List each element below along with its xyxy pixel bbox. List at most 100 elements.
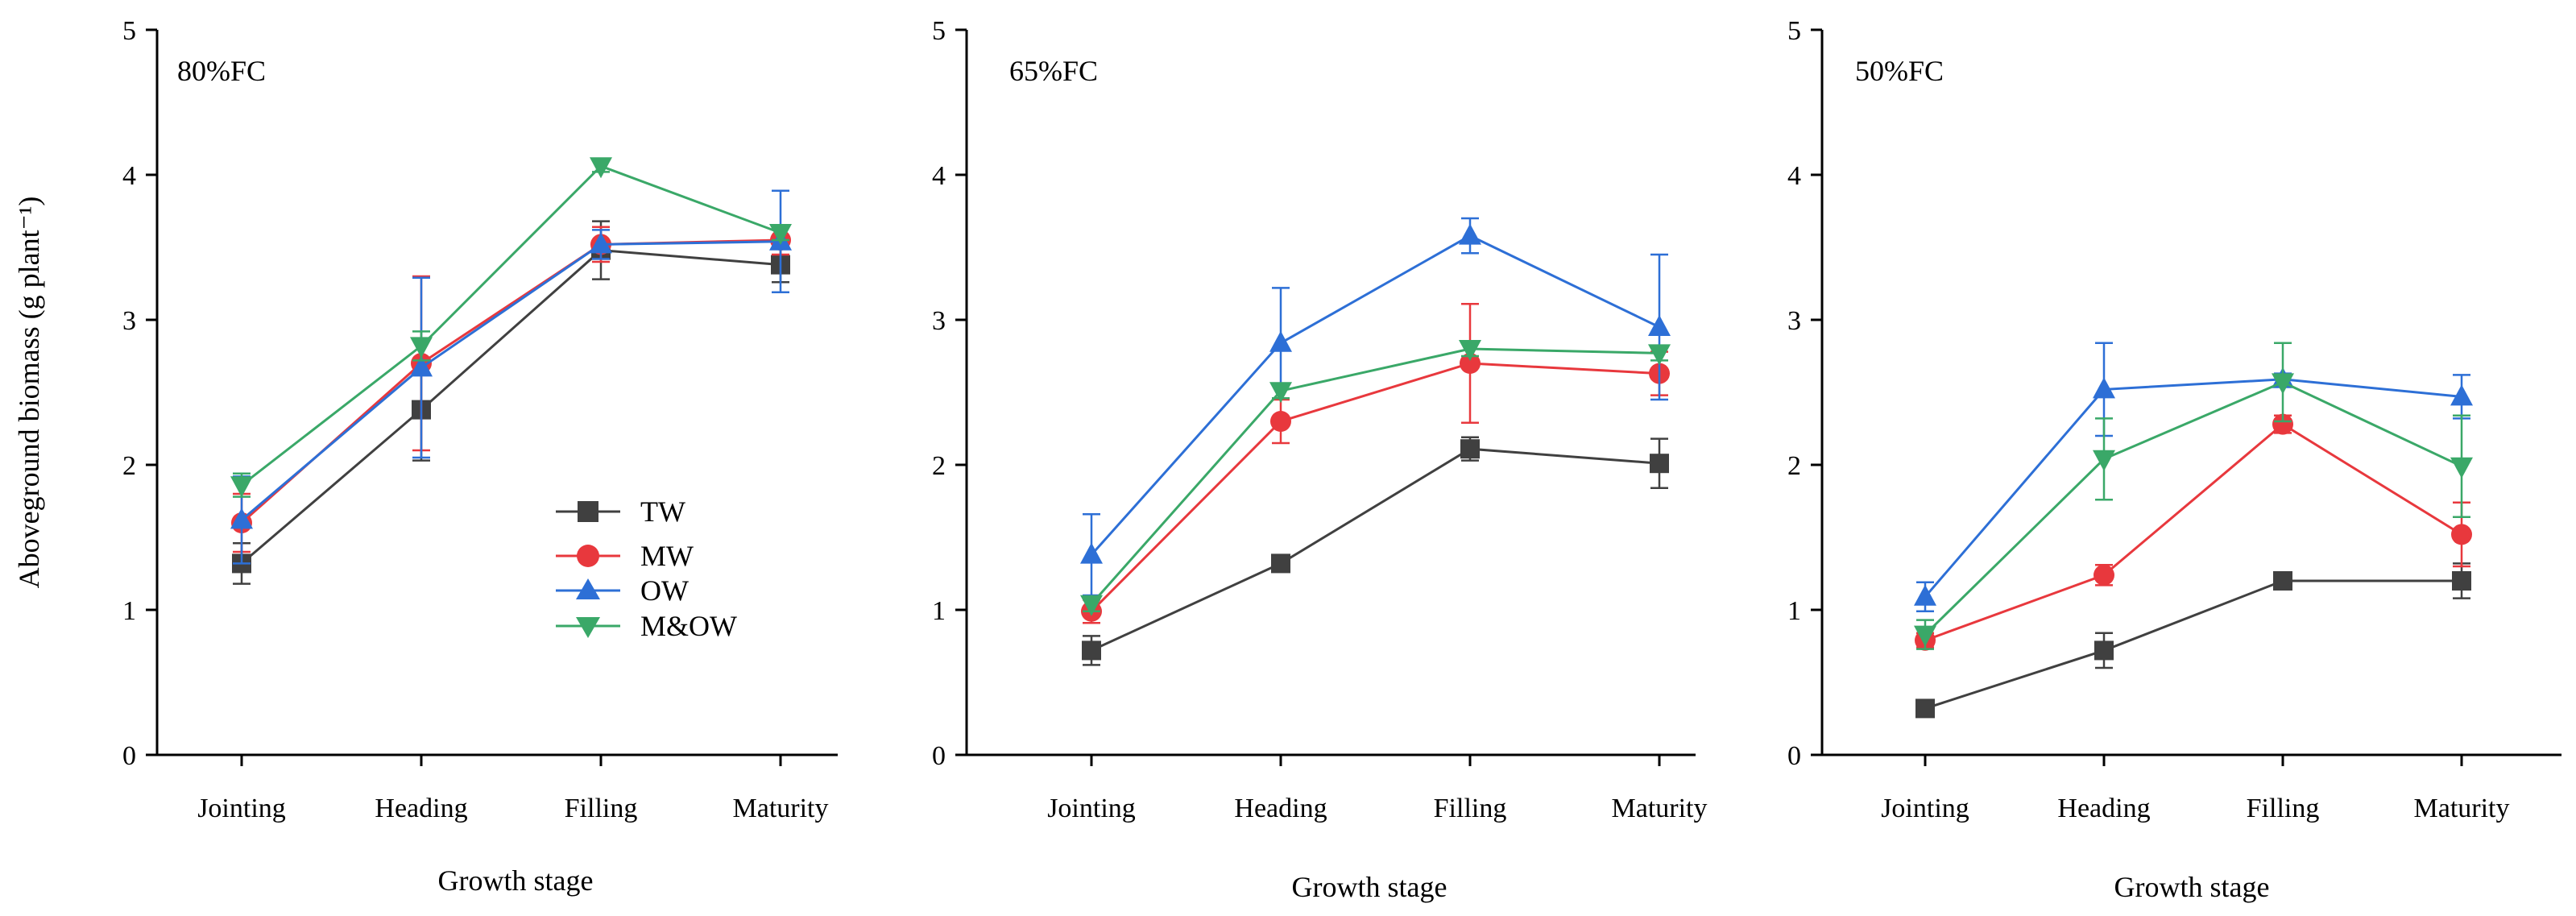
series-tw	[1915, 562, 2471, 719]
series-ow	[1914, 342, 2473, 613]
data-point	[2272, 413, 2293, 435]
data-point	[2450, 457, 2473, 479]
series-line	[1924, 378, 2462, 598]
series-line	[1924, 380, 2462, 636]
legend-marker-tw	[578, 501, 598, 522]
y-tick-label: 1	[1787, 596, 1801, 626]
y-tick-label: 4	[1787, 161, 1801, 191]
x-tick-label: Maturity	[733, 794, 829, 823]
y-tick-label: 3	[122, 306, 136, 336]
y-tick-label: 3	[1787, 306, 1801, 336]
data-point	[2093, 450, 2115, 471]
y-tick-label: 4	[932, 161, 946, 191]
series-tw	[232, 220, 790, 585]
panel-title: 50%FC	[1855, 55, 1944, 87]
data-point	[2452, 571, 2471, 591]
legend-marker-mow	[576, 617, 600, 638]
data-point	[1648, 344, 1671, 366]
legend-item-ow: OW	[556, 574, 689, 607]
y-tick-label: 5	[1787, 16, 1801, 46]
legend-marker-ow	[576, 578, 600, 599]
series-line	[1924, 422, 2462, 642]
x-tick-label: Heading	[1234, 794, 1327, 823]
series-line	[241, 164, 781, 487]
y-tick-label: 0	[1787, 741, 1801, 771]
data-point	[1269, 382, 1292, 404]
x-tick-label: Jointing	[1881, 794, 1969, 823]
y-tick-label: 5	[122, 16, 136, 46]
series-line	[1924, 579, 2462, 710]
data-point	[1914, 584, 1936, 606]
data-point	[410, 337, 433, 359]
series-tw	[1082, 436, 1669, 666]
axes: 0 1 2 3 4 5 Jointing Heading Filling Maturity	[932, 16, 1707, 823]
y-tick-label: 0	[932, 741, 946, 771]
data-point	[1648, 315, 1671, 336]
legend-item-mw: MW	[556, 540, 694, 572]
series-line	[1091, 447, 1660, 652]
data-point	[1915, 698, 1935, 719]
series-ow	[230, 189, 792, 565]
legend-label-mw: MW	[640, 540, 694, 572]
data-point	[410, 355, 433, 377]
panel-title: 80%FC	[177, 55, 266, 87]
y-axis-title: Aboveground biomass (g plant⁻¹)	[13, 197, 45, 589]
data-point	[1459, 340, 1481, 361]
x-tick-label: Heading	[2057, 794, 2150, 823]
x-tick-label: Heading	[375, 794, 467, 823]
data-point	[1270, 411, 1291, 432]
series-line	[1090, 362, 1660, 612]
data-point	[1080, 542, 1103, 564]
data-point	[769, 224, 792, 245]
data-point	[1271, 553, 1290, 574]
panel-title: 65%FC	[1009, 55, 1098, 87]
series-m-ow	[230, 157, 792, 498]
legend-item-tw: TW	[556, 495, 685, 528]
data-point	[230, 476, 253, 498]
data-point	[590, 157, 612, 179]
legend: TW MW OW M&OW	[556, 495, 737, 642]
series-line	[1090, 234, 1660, 556]
y-tick-label: 1	[122, 596, 136, 626]
data-point	[1082, 640, 1101, 661]
panel-80fc: Aboveground biomass (g plant⁻¹) Growth s…	[13, 16, 838, 897]
x-tick-label: Maturity	[1612, 794, 1708, 823]
x-axis-title: Growth stage	[2114, 871, 2270, 903]
data-point	[1650, 454, 1669, 474]
y-tick-label: 2	[932, 451, 946, 481]
data-point	[1459, 223, 1481, 245]
series-line	[241, 249, 781, 565]
y-tick-label: 4	[122, 161, 136, 191]
data-point	[230, 508, 253, 529]
data-point	[1914, 625, 1936, 647]
x-tick-label: Jointing	[1047, 794, 1136, 823]
y-tick-label: 3	[932, 306, 946, 336]
data-point	[2450, 384, 2473, 406]
x-tick-label: Filling	[2247, 794, 2320, 823]
legend-item-mow: M&OW	[556, 610, 737, 642]
data-point	[1080, 595, 1103, 616]
series-line	[241, 238, 781, 524]
series-line	[1090, 347, 1660, 605]
y-tick-label: 2	[122, 451, 136, 481]
x-tick-label: Maturity	[2414, 794, 2510, 823]
series-ow	[1080, 217, 1671, 597]
x-axis-title: Growth stage	[438, 864, 594, 897]
y-tick-label: 1	[932, 596, 946, 626]
panel-50fc: Growth stage 50%FC 0 1 2 3 4 5 Jointing Heading…	[1787, 16, 2562, 903]
data-point	[2273, 571, 2292, 591]
data-point	[2093, 377, 2115, 399]
y-tick-label: 0	[122, 741, 136, 771]
data-point	[2451, 524, 2472, 545]
series-m-ow	[1080, 340, 1671, 616]
series-line	[241, 240, 781, 521]
legend-label-ow: OW	[640, 574, 689, 607]
axes: 0 1 2 3 4 5 Jointing Heading Filling Maturity	[1787, 16, 2562, 823]
data-point	[590, 232, 612, 254]
data-point	[2094, 564, 2114, 586]
x-tick-label: Filling	[565, 794, 638, 823]
panel-65fc: Growth stage 65%FC 0 1 2 3 4 5 Jointing Heading…	[932, 16, 1707, 903]
legend-label-tw: TW	[640, 495, 685, 528]
legend-label-mow: M&OW	[640, 610, 737, 642]
